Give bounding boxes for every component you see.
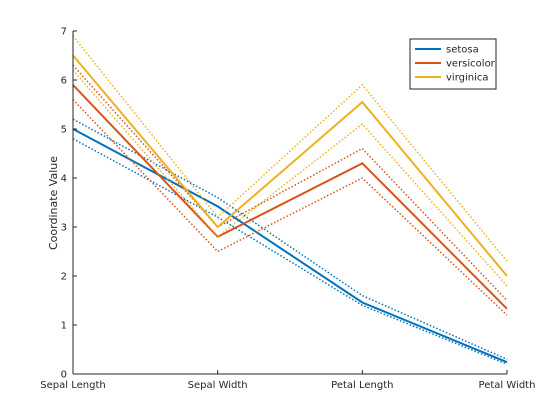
y-tick-label: 6 [61,76,67,87]
y-tick-label: 1 [61,321,67,332]
y-tick-label: 5 [61,125,67,136]
versicolor-lower-bound-line [72,99,508,316]
x-tick-label: Petal Width [479,380,536,391]
x-tick-label: Sepal Length [40,380,105,391]
legend-label-virginica: virginica [446,73,489,84]
axes: 0 1 2 3 4 5 6 7 Sepal Length Sepal Width Petal Len… [40,27,535,392]
virginica-lower-bound-line [72,69,508,287]
legend: setosa versicolor virginica [409,38,497,90]
y-tick-label: 0 [61,370,67,381]
y-tick-label: 2 [61,272,67,283]
y-axis-title: Coordinate Value [47,156,60,250]
virginica-upper-bound-line [72,35,508,262]
x-tick-label: Sepal Width [188,380,248,391]
legend-label-versicolor: versicolor [446,59,496,70]
y-tick-label: 7 [61,27,67,38]
setosa-upper-bound-line [72,118,508,360]
y-tick-label: 4 [61,174,67,185]
setosa-lower-bound-line [72,138,508,365]
setosa-mean-line [72,128,508,364]
versicolor-mean-line [72,84,508,310]
y-tick-label: 3 [61,223,67,234]
series-lines [72,35,508,365]
x-tick-label: Petal Length [331,380,393,391]
virginica-mean-line [72,54,508,277]
legend-label-setosa: setosa [446,45,479,56]
